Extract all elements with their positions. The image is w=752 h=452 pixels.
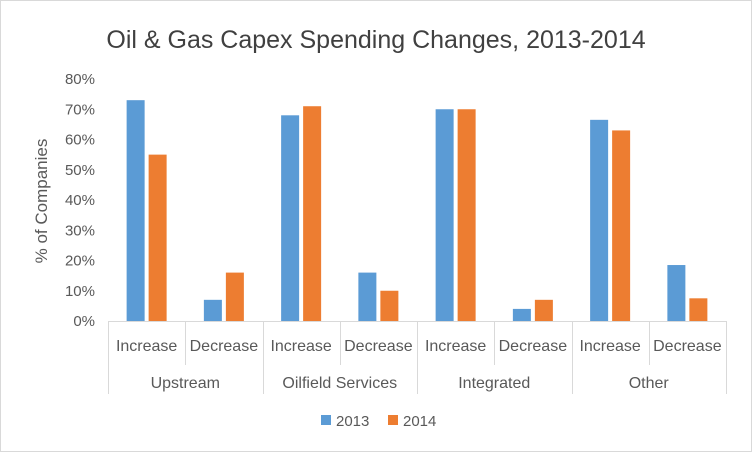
bar-2013-increase-2 — [281, 115, 300, 321]
bar-2014-increase-6 — [612, 130, 631, 321]
bar-2014-increase-4 — [457, 109, 476, 321]
y-tick-label: 70% — [65, 101, 95, 118]
group-label: Integrated — [458, 375, 530, 392]
bar-2013-increase-6 — [590, 119, 609, 322]
bar-2013-decrease-5 — [512, 308, 531, 321]
y-tick-label: 0% — [73, 313, 95, 330]
bar-2013-decrease-1 — [203, 299, 222, 321]
bar-2013-decrease-3 — [358, 272, 377, 321]
bar-2014-decrease-7 — [689, 298, 708, 321]
chart-title: Oil & Gas Capex Spending Changes, 2013-2… — [106, 26, 645, 54]
category-label: Decrease — [653, 338, 722, 355]
category-label: Decrease — [344, 338, 413, 355]
y-tick-label: 30% — [65, 222, 95, 239]
legend: 2013 2014 — [321, 413, 436, 430]
y-tick-label: 10% — [65, 283, 95, 300]
group-label: Other — [629, 375, 670, 392]
y-tick-label: 60% — [65, 132, 95, 149]
y-tick-label: 40% — [65, 192, 95, 209]
y-tick-label: 80% — [65, 71, 95, 88]
category-label: Increase — [579, 338, 640, 355]
y-axis-label: % of Companies — [32, 139, 51, 264]
category-label: Increase — [425, 338, 486, 355]
legend-swatch-2013 — [321, 415, 331, 425]
category-label: Decrease — [190, 338, 259, 355]
bar-2014-decrease-3 — [380, 290, 399, 321]
legend-swatch-2014 — [388, 415, 398, 425]
bar-2013-decrease-7 — [667, 265, 686, 321]
group-label: Oilfield Services — [282, 375, 397, 392]
bar-2013-increase-0 — [126, 100, 145, 321]
bar-2014-increase-0 — [148, 154, 167, 321]
bar-2013-increase-4 — [435, 109, 454, 321]
category-label: Increase — [116, 338, 177, 355]
bar-2014-decrease-1 — [225, 272, 244, 321]
legend-label-2014: 2014 — [403, 413, 436, 430]
category-label: Increase — [270, 338, 331, 355]
bar-2014-decrease-5 — [534, 299, 553, 321]
bar-2014-increase-2 — [303, 106, 322, 321]
y-tick-label: 50% — [65, 162, 95, 179]
plot-area: 0% 10% 20% 30% 40% 50% 60% 70% 80% Increase Decrea… — [65, 71, 727, 394]
y-tick-label: 20% — [65, 253, 95, 270]
category-label: Decrease — [499, 338, 568, 355]
legend-label-2013: 2013 — [336, 413, 369, 430]
group-label: Upstream — [151, 375, 220, 392]
